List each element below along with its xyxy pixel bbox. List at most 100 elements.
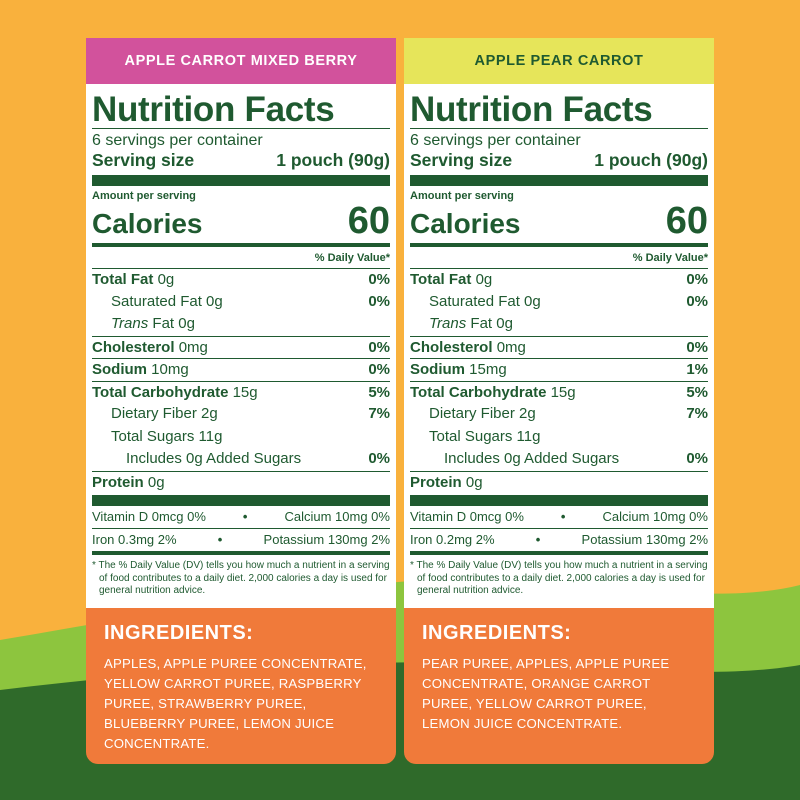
vitamin-row-2: Iron 0.2mg 2% • Potassium 130mg 2% — [410, 528, 708, 550]
amount-per-serving: Amount per serving — [92, 190, 196, 202]
nutrient-name: Includes 0g Added Sugars — [444, 450, 620, 467]
nutrient-row-added-sugars: Includes 0g Added Sugars 0% — [410, 448, 708, 471]
nutrient-name: Total Sugars 11g — [111, 427, 223, 445]
daily-value-percent: 7% — [368, 405, 390, 422]
iron-value: Iron 0.2mg 2% — [410, 532, 495, 547]
daily-value-footnote: * The % Daily Value (DV) tells you how m… — [410, 560, 708, 596]
vitamin-d-value: Vitamin D 0mcg 0% — [92, 509, 206, 524]
nutrient-name: Sodium — [92, 361, 147, 378]
daily-value-percent: 5% — [368, 383, 390, 401]
daily-value-footnote: * The % Daily Value (DV) tells you how m… — [92, 560, 390, 596]
nutrient-amount: 15g — [550, 383, 576, 401]
nutrient-row-cholesterol: Cholesterol 0mg 0% — [92, 335, 390, 359]
ingredients-list: APPLES, APPLE PUREE CONCENTRATE, YELLOW … — [104, 656, 367, 751]
servings-per-container: 6 servings per container — [410, 132, 581, 149]
nutrient-row-sodium: Sodium 15mg 1% — [410, 358, 708, 381]
nutrient-amount: 0g — [147, 473, 165, 491]
daily-value-percent: 0% — [368, 271, 390, 288]
bullet-separator: • — [217, 532, 223, 547]
servings-per-container: 6 servings per container — [92, 132, 263, 149]
nutrient-row-trans-fat: Trans Fat 0g — [410, 313, 708, 336]
potassium-value: Potassium 130mg 2% — [581, 532, 708, 547]
nutrient-amount: 0mg — [178, 338, 208, 356]
nutrient-row-total-fat: Total Fat 0g 0% — [410, 268, 708, 291]
trans-label: Trans — [111, 315, 149, 332]
calories-value: 60 — [347, 200, 390, 242]
nutrient-row-cholesterol: Cholesterol 0mg 0% — [410, 335, 708, 359]
nutrient-row-total-carbohydrate: Total Carbohydrate 15g 5% — [410, 380, 708, 404]
vitamin-row-1: Vitamin D 0mcg 0% • Calcium 10mg 0% — [410, 506, 708, 528]
serving-size-value: 1 pouch (90g) — [276, 150, 390, 170]
calories-row: Calories 60 — [92, 202, 390, 240]
nutrient-amount: 15mg — [469, 361, 507, 378]
calories-value: 60 — [665, 200, 708, 242]
nutrient-amount: 10mg — [151, 361, 189, 378]
serving-size-label: Serving size — [92, 150, 195, 170]
daily-value-percent: 5% — [686, 383, 708, 401]
potassium-value: Potassium 130mg 2% — [263, 532, 390, 547]
serving-size-row: Serving size 1 pouch (90g) — [92, 150, 390, 171]
vitamin-row-2: Iron 0.3mg 2% • Potassium 130mg 2% — [92, 528, 390, 550]
nutrient-row-total-sugars: Total Sugars 11g — [410, 426, 708, 449]
nutrient-amount: 0g — [465, 473, 483, 491]
daily-value-percent: 0% — [368, 292, 390, 310]
product-header: APPLE CARROT MIXED BERRY — [86, 38, 396, 84]
nutrient-name: Includes 0g Added Sugars — [126, 450, 302, 467]
bullet-separator: • — [242, 509, 248, 524]
serving-size-value: 1 pouch (90g) — [594, 150, 708, 170]
serving-size-label: Serving size — [410, 150, 513, 170]
nutrient-name: Total Fat — [410, 271, 472, 288]
nutrient-amount: 0g — [475, 271, 493, 288]
nutrient-name: Protein — [410, 473, 462, 491]
nutrient-row-total-sugars: Total Sugars 11g — [92, 426, 390, 449]
nutrient-name: Total Carbohydrate — [92, 383, 229, 401]
nutrient-row-sodium: Sodium 10mg 0% — [92, 358, 390, 381]
nutrition-label: Nutrition Facts 6 servings per container… — [404, 84, 714, 608]
nutrient-row-protein: Protein 0g — [410, 470, 708, 494]
amount-per-serving: Amount per serving — [410, 190, 514, 202]
nutrient-row-saturated-fat: Saturated Fat 0g 0% — [410, 291, 708, 314]
nutrient-row-dietary-fiber: Dietary Fiber 2g 7% — [92, 403, 390, 426]
nutrient-amount: 0g — [157, 271, 175, 288]
nutrient-name: Total Carbohydrate — [410, 383, 547, 401]
nutrition-facts-title: Nutrition Facts — [92, 90, 335, 129]
daily-value-percent: 0% — [368, 361, 390, 378]
daily-value-percent: 0% — [686, 450, 708, 467]
product-panel-right: APPLE PEAR CARROT Nutrition Facts 6 serv… — [404, 38, 714, 764]
nutrition-label: Nutrition Facts 6 servings per container… — [86, 84, 396, 608]
nutrient-name: Saturated Fat 0g — [111, 292, 223, 310]
vitamin-row-1: Vitamin D 0mcg 0% • Calcium 10mg 0% — [92, 506, 390, 528]
nutrient-row-total-carbohydrate: Total Carbohydrate 15g 5% — [92, 380, 390, 404]
daily-value-percent: 7% — [686, 405, 708, 422]
nutrition-facts-title: Nutrition Facts — [410, 90, 653, 129]
nutrient-row-total-fat: Total Fat 0g 0% — [92, 268, 390, 291]
daily-value-percent: 0% — [686, 271, 708, 288]
nutrient-amount: 15g — [232, 383, 258, 401]
nutrient-name: Dietary Fiber 2g — [111, 405, 218, 422]
daily-value-header: % Daily Value* — [314, 252, 390, 264]
nutrient-row-protein: Protein 0g — [92, 470, 390, 494]
calories-label: Calories — [92, 208, 203, 239]
nutrient-name: Cholesterol — [92, 338, 175, 356]
nutrient-row-added-sugars: Includes 0g Added Sugars 0% — [92, 448, 390, 471]
daily-value-percent: 1% — [686, 361, 708, 378]
calcium-value: Calcium 10mg 0% — [602, 509, 708, 524]
calcium-value: Calcium 10mg 0% — [284, 509, 390, 524]
daily-value-header: % Daily Value* — [632, 252, 708, 264]
ingredients-title: INGREDIENTS: — [104, 622, 254, 644]
product-header: APPLE PEAR CARROT — [404, 38, 714, 84]
ingredients-title: INGREDIENTS: — [422, 622, 572, 644]
daily-value-percent: 0% — [686, 292, 708, 310]
nutrient-amount: 0mg — [496, 338, 526, 356]
ingredients-list: PEAR PUREE, APPLES, APPLE PUREE CONCENTR… — [422, 656, 670, 731]
trans-label: Trans — [429, 315, 467, 332]
calories-row: Calories 60 — [410, 202, 708, 240]
nutrient-name: Total Fat — [92, 271, 154, 288]
nutrient-name: Fat 0g — [470, 315, 513, 332]
daily-value-percent: 0% — [686, 338, 708, 356]
nutrient-name: Protein — [92, 473, 144, 491]
iron-value: Iron 0.3mg 2% — [92, 532, 177, 547]
nutrient-name: Fat 0g — [152, 315, 195, 332]
product-panel-left: APPLE CARROT MIXED BERRY Nutrition Facts… — [86, 38, 396, 764]
nutrient-name: Cholesterol — [410, 338, 493, 356]
